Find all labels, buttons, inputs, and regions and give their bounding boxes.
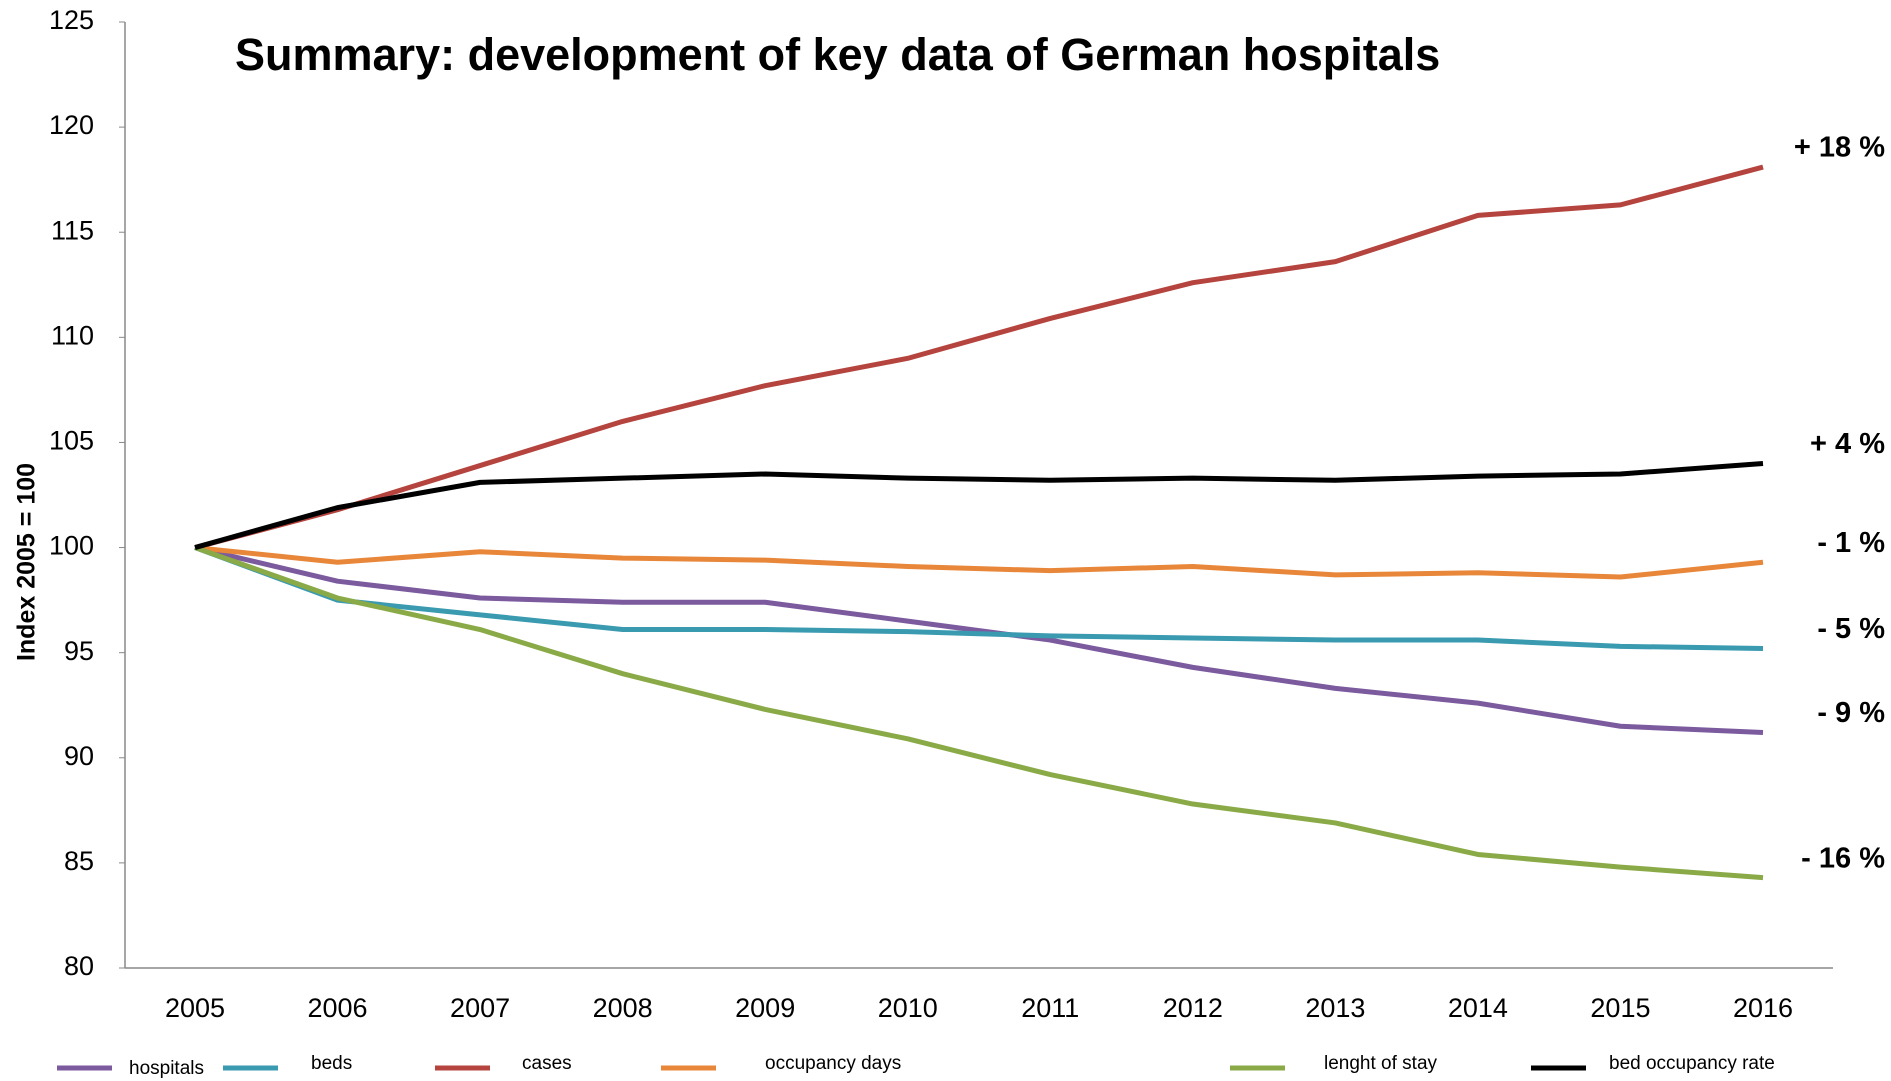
x-tick-label: 2015 bbox=[1590, 993, 1650, 1023]
y-tick-label: 110 bbox=[51, 320, 94, 350]
y-tick-label: 125 bbox=[49, 5, 94, 35]
y-axis-label: Index 2005 = 100 bbox=[13, 463, 41, 661]
series-line bbox=[194, 164, 1764, 550]
legend-label: hospitals bbox=[129, 1058, 204, 1079]
x-tick-label: 2006 bbox=[308, 993, 368, 1023]
end-label: - 1 % bbox=[1817, 527, 1885, 559]
y-tick-label: 95 bbox=[64, 636, 94, 666]
series-line bbox=[194, 460, 1764, 550]
y-tick-label: 100 bbox=[49, 531, 94, 561]
end-label: - 16 % bbox=[1801, 842, 1885, 874]
x-tick-label: 2005 bbox=[165, 993, 225, 1023]
legend-label: beds bbox=[311, 1053, 352, 1074]
end-label: - 9 % bbox=[1817, 697, 1885, 729]
legend-label: bed occupancy rate bbox=[1609, 1053, 1775, 1074]
series-line bbox=[194, 545, 1764, 881]
x-tick-label: 2009 bbox=[735, 993, 795, 1023]
end-label: + 4 % bbox=[1810, 428, 1885, 460]
x-tick-label: 2016 bbox=[1733, 993, 1793, 1023]
x-tick-label: 2007 bbox=[450, 993, 510, 1023]
series-line bbox=[194, 545, 1764, 580]
y-tick-label: 85 bbox=[64, 846, 94, 876]
x-tick-label: 2010 bbox=[878, 993, 938, 1023]
x-tick-label: 2014 bbox=[1448, 993, 1508, 1023]
x-tick-label: 2012 bbox=[1163, 993, 1223, 1023]
y-tick-label: 90 bbox=[64, 741, 94, 771]
y-tick-label: 115 bbox=[51, 215, 94, 245]
legend-label: cases bbox=[522, 1053, 572, 1074]
x-tick-label: 2013 bbox=[1305, 993, 1365, 1023]
y-tick-label: 80 bbox=[64, 951, 94, 981]
series-line bbox=[194, 545, 1764, 651]
x-tick-label: 2008 bbox=[593, 993, 653, 1023]
chart-title: Summary: development of key data of Germ… bbox=[235, 29, 1440, 80]
legend-label: lenght of stay bbox=[1324, 1053, 1438, 1074]
end-label: - 5 % bbox=[1817, 613, 1885, 645]
end-label: + 18 % bbox=[1794, 132, 1885, 164]
series-line bbox=[194, 545, 1764, 736]
y-tick-label: 120 bbox=[49, 110, 94, 140]
y-tick-label: 105 bbox=[49, 426, 94, 456]
x-tick-label: 2011 bbox=[1021, 993, 1079, 1023]
legend-label: occupancy days bbox=[765, 1053, 901, 1074]
